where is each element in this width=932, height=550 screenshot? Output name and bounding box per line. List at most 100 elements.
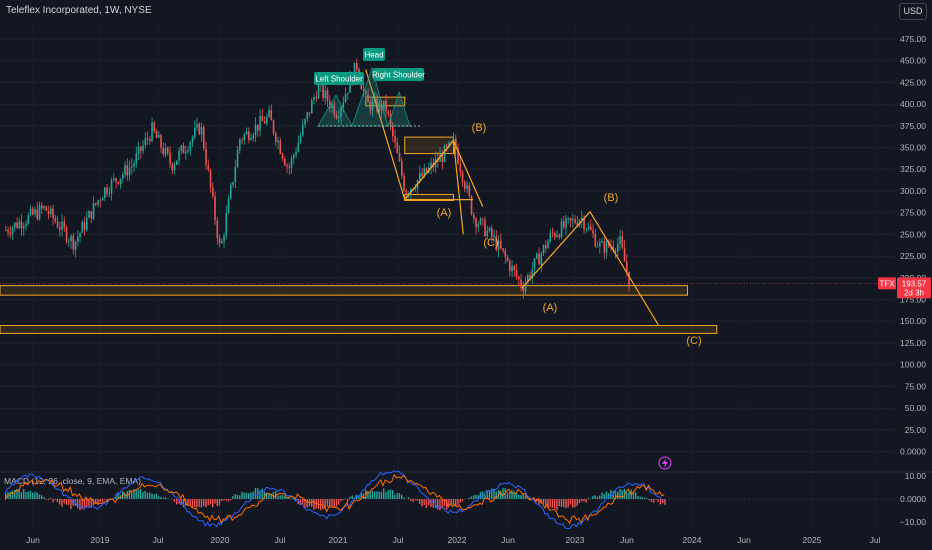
candle-body xyxy=(468,185,471,196)
candle-body xyxy=(331,104,333,108)
macd-histogram-bar xyxy=(104,499,106,500)
macd-histogram-bar xyxy=(68,499,70,505)
candle-body xyxy=(126,165,129,176)
candle-body xyxy=(209,169,212,188)
macd-histogram-bar xyxy=(522,494,524,499)
macd-histogram-bar xyxy=(338,499,340,505)
macd-histogram-bar xyxy=(20,492,23,499)
macd-histogram-bar xyxy=(250,492,252,499)
macd-histogram-bar xyxy=(77,499,79,509)
candle-body xyxy=(207,165,210,170)
candle-body xyxy=(324,90,327,98)
time-axis[interactable]: Jun 2019 Jul 2020 Jul 2021 Jul 2022 Jun 2023 Jun 20… xyxy=(26,535,880,545)
macd-histogram-bar xyxy=(396,493,398,499)
macd-histogram-bar xyxy=(302,499,304,505)
macd-histogram-bar xyxy=(425,499,428,508)
macd-histogram-bar xyxy=(641,497,644,499)
macd-histogram-bar xyxy=(236,494,239,499)
candle-body xyxy=(457,149,459,164)
macd-tick-label: 10.00 xyxy=(905,471,927,481)
macd-histogram-bar xyxy=(32,492,34,499)
macd-histogram-bar xyxy=(509,492,511,499)
candle-body xyxy=(36,209,39,220)
macd-histogram-bar xyxy=(630,489,632,499)
candle-body xyxy=(90,211,93,219)
y-tick-label: 150.00 xyxy=(900,316,926,326)
macd-histogram-bar xyxy=(306,499,308,508)
candle-body xyxy=(254,124,257,136)
wave-lines xyxy=(365,69,659,326)
macd-histogram-bar xyxy=(200,499,203,508)
x-tick-label: 2022 xyxy=(448,535,467,545)
macd-histogram-bar xyxy=(556,499,558,511)
macd-histogram-bar xyxy=(324,499,326,508)
macd-histogram-bar xyxy=(203,499,205,506)
candle-body xyxy=(515,270,518,277)
candle-body xyxy=(491,227,493,237)
head-badge xyxy=(363,48,385,61)
candle-body xyxy=(623,247,626,262)
b-wave-zone xyxy=(404,136,454,155)
candle-body xyxy=(470,195,473,215)
macd-histogram-bar xyxy=(225,499,227,501)
candle-body xyxy=(279,140,282,154)
candle-body xyxy=(47,210,50,215)
macd-histogram-bar xyxy=(234,494,236,499)
macd-histogram-bar xyxy=(648,499,650,501)
candle-body xyxy=(34,209,36,215)
y-tick-label: 250.00 xyxy=(900,229,926,239)
currency-button[interactable]: USD xyxy=(899,3,927,20)
candle-body xyxy=(506,257,509,261)
macd-histogram-bar xyxy=(360,493,362,499)
macd-histogram-bar xyxy=(216,499,218,507)
macd-histogram-bar xyxy=(410,499,412,501)
candle-body xyxy=(484,219,486,237)
x-tick-label: Jul xyxy=(153,535,164,545)
candle-body xyxy=(243,134,246,141)
candle-body xyxy=(234,167,237,182)
macd-histogram-bar xyxy=(488,490,491,499)
macd-histogram-bar xyxy=(189,499,191,506)
price-badge xyxy=(897,277,931,299)
macd-histogram-bar xyxy=(626,492,628,499)
macd-histogram-bar xyxy=(461,499,464,502)
macd-histogram-bar xyxy=(455,499,457,507)
macd-histogram-bar xyxy=(385,492,387,499)
candle-body xyxy=(16,222,18,228)
macd-histogram-bar xyxy=(90,499,92,508)
macd-histogram-bar xyxy=(63,499,65,504)
price-axis[interactable]: 475.00 450.00 425.00 400.00 375.00 350.00 325.… xyxy=(900,34,926,457)
y-tick-label: 0.0000 xyxy=(900,447,926,457)
x-tick-label: Jun xyxy=(620,535,634,545)
candle-body xyxy=(524,282,527,292)
candle-body xyxy=(356,62,358,70)
macd-histogram-bar xyxy=(486,491,488,499)
macd-histogram-bar xyxy=(583,499,585,502)
macd-histogram-bar xyxy=(158,496,160,499)
candle-body xyxy=(563,221,565,228)
macd-histogram-bar xyxy=(137,489,140,499)
candle-body xyxy=(252,135,255,139)
macd-histogram-bar xyxy=(146,492,149,499)
candle-body xyxy=(603,241,606,253)
candle-body xyxy=(185,151,187,154)
candle-body xyxy=(549,232,552,242)
macd-histogram-bar xyxy=(128,489,131,499)
macd-histogram-bar xyxy=(437,499,439,510)
candle-body xyxy=(486,230,489,237)
target-zone xyxy=(0,325,718,334)
macd-histogram-bar xyxy=(97,499,99,506)
candle-body xyxy=(329,101,331,108)
macd-histogram-bar xyxy=(326,499,329,507)
macd-histogram-bar xyxy=(191,499,194,508)
candle-body xyxy=(398,153,401,162)
candle-body xyxy=(106,187,108,194)
last-price-label: 193.57 xyxy=(902,279,927,288)
candle-body xyxy=(167,147,169,154)
candle-body xyxy=(425,167,428,173)
candle-body xyxy=(380,102,383,112)
candle-body xyxy=(59,227,61,230)
candle-body xyxy=(299,135,302,143)
lightning-icon[interactable] xyxy=(658,456,672,470)
